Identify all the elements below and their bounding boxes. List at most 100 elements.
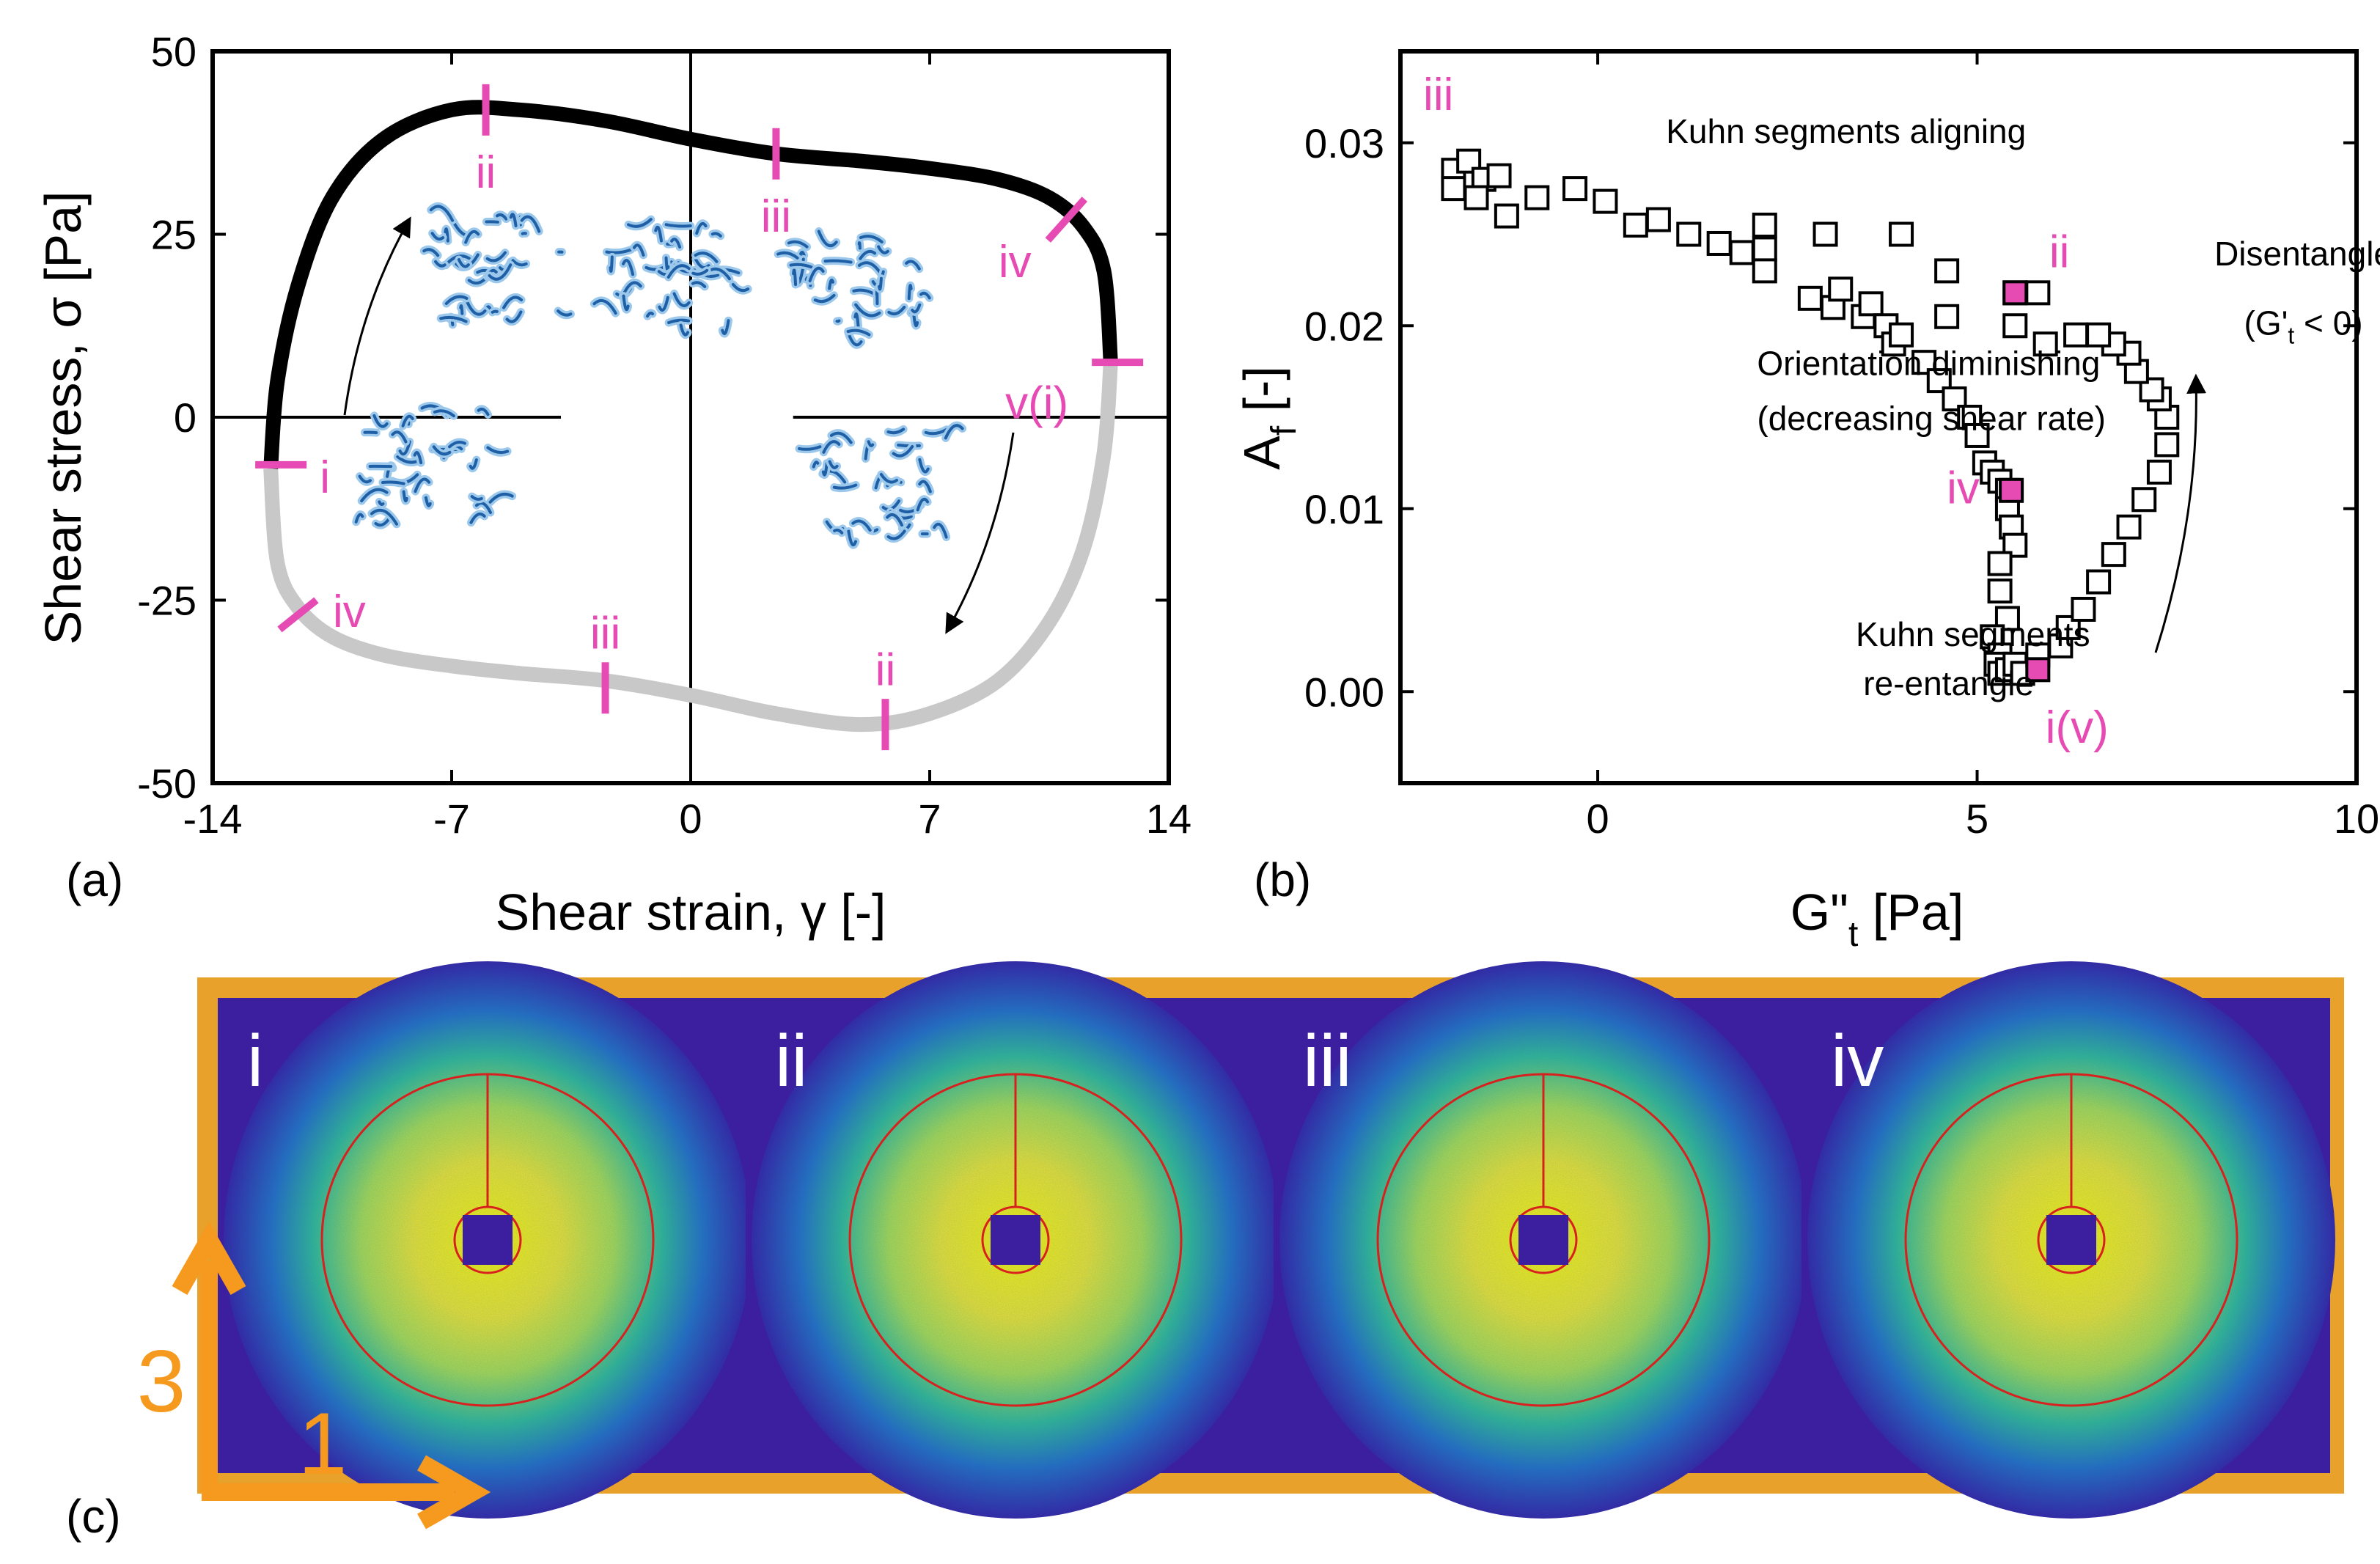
- chain-segment: [867, 440, 875, 447]
- data-point: [2139, 377, 2164, 403]
- chain-segment: [429, 205, 455, 222]
- chain-segment: [502, 295, 524, 309]
- chain-segment: [691, 281, 707, 288]
- chain-segment: [833, 528, 844, 535]
- data-point: [2086, 322, 2112, 348]
- chain-segment: [622, 294, 630, 312]
- chain-segment: [444, 227, 449, 243]
- chain-segment: [465, 298, 487, 316]
- data-point: [2063, 322, 2089, 348]
- chain-segment: [439, 315, 468, 323]
- chain-segment: [457, 258, 470, 268]
- chain-segment: [828, 278, 834, 290]
- loop-curve-unloading: [263, 361, 1118, 733]
- chain-segment: [398, 440, 411, 456]
- chain-segment: [464, 230, 480, 244]
- chain-segment: [721, 319, 730, 335]
- chain-segment: [521, 232, 527, 235]
- a-ytick-label: 50: [151, 29, 197, 75]
- chain-structure-5: [795, 421, 967, 549]
- chain-segment: [731, 282, 750, 293]
- panel-c-label: (c): [66, 1490, 121, 1543]
- chain-segment: [832, 483, 858, 490]
- chain-segment: [448, 441, 466, 449]
- chain-segment: [776, 251, 799, 260]
- chain-segment: [694, 252, 719, 263]
- saxs-frame-i: i: [218, 961, 752, 1519]
- chain-segment: [485, 251, 507, 262]
- b-ytick-label: 0.01: [1304, 486, 1384, 532]
- chain-segment: [469, 458, 478, 470]
- panel-a-label: (a): [66, 853, 123, 906]
- annotation-5: Kuhn segments: [1856, 615, 2090, 653]
- data-point: [1987, 551, 2013, 576]
- chain-structure-4: [352, 402, 517, 529]
- chain-segment: [509, 213, 518, 227]
- loop-curve-loading: [263, 100, 1118, 469]
- a-ytick-label: -50: [137, 760, 197, 807]
- chain-segment: [422, 248, 440, 257]
- chain-segment: [381, 480, 405, 485]
- a-xtick-label: 7: [918, 796, 941, 842]
- chain-segment: [695, 221, 708, 235]
- chain-segment: [627, 218, 653, 228]
- loading-direction-arrow: [343, 216, 411, 416]
- chain-segment: [374, 517, 391, 527]
- annotation-disentangle-condition: (G't < 0): [2244, 304, 2363, 349]
- data-point: [1934, 258, 1960, 284]
- chain-segment: [694, 257, 710, 269]
- chain-segment: [853, 312, 860, 328]
- marker-label-6: ii: [875, 645, 896, 696]
- b-xtick-label: 0: [1587, 796, 1609, 842]
- chain-segment: [851, 519, 872, 532]
- data-point: [1889, 322, 1914, 348]
- chain-segment: [486, 446, 510, 455]
- chain-segment: [679, 323, 690, 337]
- panel-a-ylabel: Shear stress, σ [Pa]: [34, 191, 92, 645]
- annotation-disentangle-sub: t: [2288, 323, 2294, 349]
- chain-segment: [378, 500, 385, 506]
- chain-segment: [354, 513, 364, 524]
- chain-segment: [933, 522, 948, 539]
- chain-segment: [430, 232, 445, 241]
- data-point: [2101, 542, 2126, 568]
- chain-segment: [918, 458, 930, 474]
- chain-segment: [789, 262, 813, 269]
- data-point: [2002, 313, 2028, 339]
- saxs-frame-iv: iv: [1801, 961, 2335, 1519]
- chain-structure-2: [590, 215, 752, 339]
- annotation-disentangle-cond: < 0): [2294, 304, 2362, 342]
- chain-segment: [878, 276, 883, 291]
- data-point: [1934, 304, 1960, 329]
- marker-tick-8: [277, 597, 319, 633]
- chain-segment: [859, 249, 877, 260]
- saxs-frame-label: ii: [775, 1020, 807, 1102]
- chain-segment: [835, 319, 841, 323]
- data-point: [1752, 213, 1777, 238]
- data-point: [1752, 258, 1777, 284]
- chain-segment: [401, 414, 414, 427]
- data-point: [1987, 579, 2013, 604]
- chain-segment: [912, 312, 919, 328]
- chain-segment: [828, 460, 839, 469]
- chain-segment: [444, 295, 469, 305]
- saxs-frame-iii: iii: [1274, 961, 1807, 1519]
- data-point: [1562, 176, 1588, 202]
- saxs-frame-label: iv: [1831, 1020, 1884, 1102]
- axis-3-arrowhead: [172, 1221, 246, 1295]
- highlighted-point-iv: [1999, 477, 2024, 503]
- marker-label-7: iii: [590, 609, 620, 659]
- chain-segment: [609, 255, 614, 273]
- chain-segment: [433, 409, 455, 418]
- chain-segment: [817, 230, 838, 248]
- a-ytick-label: 0: [174, 394, 197, 441]
- chain-segment: [391, 430, 408, 444]
- beamstop: [463, 1215, 513, 1265]
- panel-c-saxs: i ii iii iv 3 1 (c): [66, 961, 2344, 1543]
- chain-segment: [916, 497, 930, 512]
- chain-segment: [918, 480, 932, 493]
- chain-segment: [847, 529, 857, 547]
- chain-segment: [886, 427, 906, 435]
- chain-segment: [798, 445, 822, 451]
